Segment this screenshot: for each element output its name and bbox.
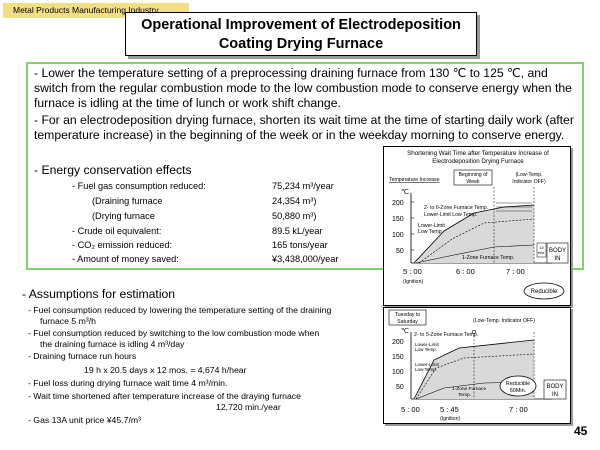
effect-label-draining: (Draining furnace: [92, 196, 163, 206]
chart1-ignition-label: (Ignition): [403, 279, 423, 285]
chart-tuesday-svg: Tuesday to Saturday (Low-Temp. Indicator…: [388, 309, 567, 422]
chart1-lower-limit-label: Lower-Limit Low Temp.: [424, 212, 477, 218]
chart2-indicator-label: (Low-Temp. Indicator OFF): [473, 318, 535, 324]
assumption-line: - Fuel consumption reduced by switching …: [28, 328, 320, 338]
chart1-temp-increase-label: Temperature Increase: [389, 177, 440, 183]
chart1-ytick-100: 100: [392, 232, 404, 239]
chart2-ll2-line2: Low Temp.: [415, 367, 437, 372]
bullet-wait-time: - For an electrodeposition drying furnac…: [34, 113, 574, 142]
effect-label-crude-oil: - Crude oil equivalent:: [72, 226, 162, 236]
chart1-zone-2-6-label: 2- to 6-Zone Furnace Temp.: [424, 205, 488, 211]
effect-value-co2: 165 tons/year: [272, 240, 328, 250]
chart1-body-line2: IN: [555, 256, 561, 262]
chart1-reducible-label: Reducible: [531, 289, 558, 295]
effect-label-money: - Amount of money saved:: [72, 254, 179, 264]
chart2-body-in-box: [543, 379, 567, 400]
chart2-ll2-line1: Lower-Limit: [415, 362, 439, 367]
assumption-line: - Gas 13A unit price ¥45.7/m³: [28, 415, 141, 425]
chart2-body-line2: IN: [552, 392, 558, 398]
chart2-tuesday-line2: Saturday: [397, 319, 418, 325]
chart-tuesday-saturday: Tuesday to Saturday (Low-Temp. Indicator…: [383, 307, 571, 424]
chart2-reducible-callout: [499, 375, 537, 397]
chart2-zone-2-5-curve: [413, 339, 535, 400]
chart2-xtick-500: 5 : 00: [401, 405, 420, 414]
chart-monday-svg: Shortening Wait Time after Temperature I…: [389, 150, 569, 300]
chart1-xtick-600: 6 : 00: [456, 267, 475, 276]
chart2-reducible-line2: 60Min.: [510, 388, 527, 394]
chart1-lower-limit2-line2: Low Temp.: [418, 229, 443, 235]
chart2-tuesday-line1: Tuesday to: [395, 312, 421, 318]
chart1-begin-week-line2: Week: [466, 179, 480, 185]
assumption-line: - Fuel loss during drying furnace wait t…: [28, 378, 228, 388]
chart1-title-line2: Electrodeposition Drying Furnace: [432, 158, 524, 165]
chart2-xtick-545: 5 : 45: [440, 405, 459, 414]
chart1-begin-week-line1: Beginning of: [459, 172, 488, 178]
chart2-zone-2-5-label: 2- to 5-Zone Furnace Temp.: [414, 332, 478, 338]
chart2-ytick-100: 100: [392, 369, 404, 376]
effect-label-drying: (Drying furnace: [92, 211, 155, 221]
effects-heading: - Energy conservation effects: [34, 163, 192, 177]
page-title-line1: Operational Improvement of Electrodeposi…: [141, 17, 461, 33]
chart1-reducible-callout: [523, 282, 565, 300]
chart2-zone-1-line2: Temp.: [458, 392, 471, 398]
assumption-line: 12,720 min./year: [216, 402, 281, 412]
assumption-line: the draining furnace is idling 4 m³/day: [40, 339, 185, 349]
chart1-15min-line1: 15: [539, 245, 544, 250]
chart2-ignition-label: (Ignition): [440, 416, 460, 422]
chart2-unit: ℃: [401, 328, 409, 335]
chart1-zone-1-label: 1-Zone Furnace Temp.: [462, 255, 514, 261]
summary-box: [26, 62, 584, 270]
effect-value-money: ¥3,438,000/year: [272, 254, 339, 264]
chart1-indicator-line2: Indicator OFF): [512, 179, 546, 185]
chart2-tuesday-box: [388, 309, 427, 326]
chart1-lower-limit2-line1: Lower-Limit: [418, 223, 445, 229]
bullet-temperature-setting: - Lower the temperature setting of a pre…: [34, 66, 572, 110]
assumption-line: 19 h x 20.5 days x 12 mos. = 4,674 h/hea…: [84, 365, 247, 375]
chart1-begin-week-box: [453, 169, 493, 186]
assumption-line: - Wait time shortened after temperature …: [28, 391, 301, 401]
chart2-ll1-line2: Low Temp.: [415, 347, 437, 352]
effect-value-crude-oil: 89.5 kL/year: [272, 226, 323, 236]
chart2-xtick-700: 7 : 00: [509, 405, 528, 414]
chart1-zone-2-6-curve: [413, 204, 535, 264]
chart-monday-wait-time: Shortening Wait Time after Temperature I…: [383, 146, 571, 306]
chart1-indicator-line1: (Low-Temp.: [515, 172, 542, 178]
assumption-line: - Draining furnace run hours: [28, 351, 137, 361]
chart2-lower-limit-curve: [415, 353, 535, 400]
chart2-ytick-50: 50: [396, 384, 404, 391]
chart1-zone-1-curve: [415, 244, 535, 264]
chart2-ll1-line1: Lower-Limit: [415, 342, 439, 347]
page-number: 45: [574, 424, 588, 438]
chart1-lower-limit-curve: [418, 218, 535, 264]
chart2-zone-1-line1: 1-Zone Furnace: [452, 386, 486, 392]
chart1-ytick-200: 200: [392, 200, 404, 207]
chart2-ytick-150: 150: [392, 354, 404, 361]
chart2-reducible-line1: Reducible: [506, 381, 530, 387]
chart1-title-line1: Shortening Wait Time after Temperature I…: [407, 150, 549, 157]
chart1-body-line1: BODY: [549, 248, 566, 254]
chart1-ytick-150: 150: [392, 216, 404, 223]
effect-value-draining: 24,354 m³): [272, 196, 317, 206]
effect-label-co2: - CO₂ emission reduced:: [72, 240, 173, 250]
chart2-body-line1: BODY: [546, 384, 563, 390]
chart1-body-in-box: [546, 242, 569, 264]
page-title-line2: Coating Drying Furnace: [218, 36, 384, 52]
chart1-unit: ℃: [401, 189, 409, 196]
chart1-xtick-500: 5 : 00: [403, 267, 422, 276]
assumption-line: furnace 5 m³/h: [40, 316, 97, 326]
page-title: Operational Improvement of Electrodeposi…: [125, 12, 477, 56]
assumption-line: - Fuel consumption reduced by lowering t…: [28, 305, 332, 315]
assumptions-heading: - Assumptions for estimation: [22, 287, 176, 301]
chart1-heat-area: [414, 205, 534, 263]
effect-value-fuel-gas: 75,234 m³/year: [272, 181, 334, 191]
chart2-ytick-200: 200: [392, 339, 404, 346]
chart1-xtick-700: 7 : 00: [506, 267, 525, 276]
effect-value-drying: 50,880 m³): [272, 211, 317, 221]
chart1-15min-line2: min.: [538, 250, 546, 255]
chart1-ytick-50: 50: [396, 248, 404, 255]
effect-label-fuel-gas: - Fuel gas consumption reduced:: [72, 181, 206, 191]
